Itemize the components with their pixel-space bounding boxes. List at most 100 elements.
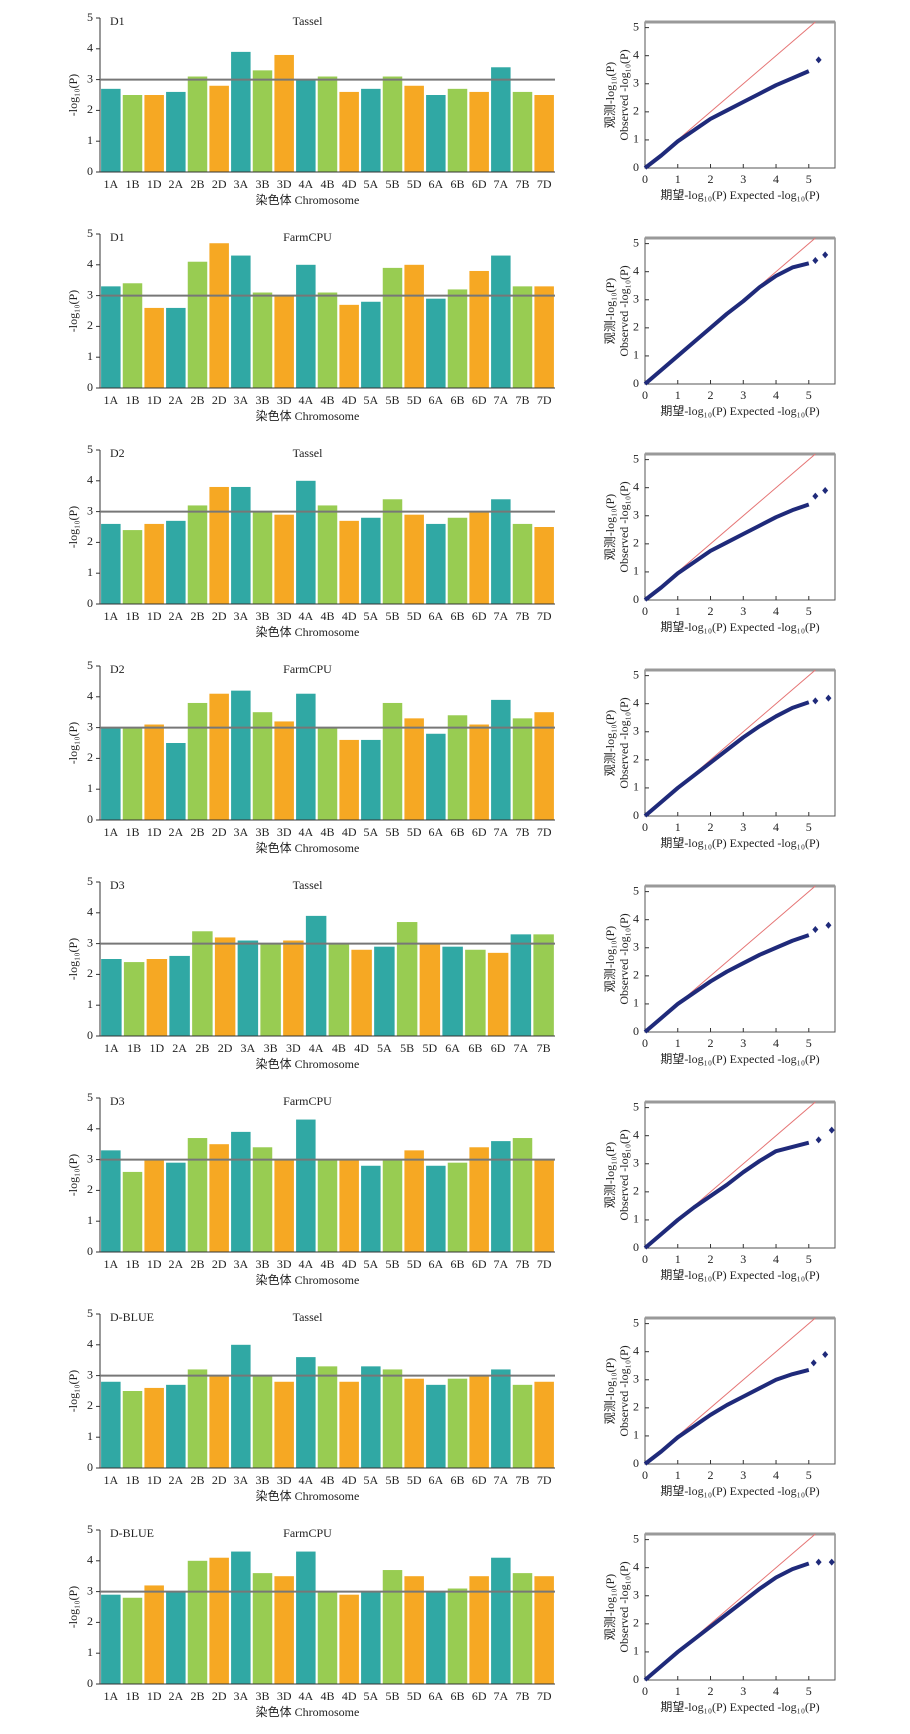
y-tick-label: 1 — [633, 132, 639, 146]
chromosome-peak — [101, 1150, 121, 1252]
x-tick-label: 7A — [493, 177, 508, 191]
chromosome-peak — [296, 1551, 316, 1684]
panel-title: D1 — [110, 14, 125, 28]
chromosome-peak — [534, 1576, 554, 1684]
chromosome-peak — [339, 91, 359, 172]
y-tick-label: 1 — [87, 1213, 93, 1227]
x-tick-label: 2B — [190, 1473, 204, 1487]
x-tick-label: 3 — [740, 388, 746, 402]
x-tick-label: 0 — [642, 1684, 648, 1698]
x-axis-title: 期望-log₁₀(P) Expected -log₁₀(P) — [660, 1268, 819, 1282]
x-tick-label: 5A — [363, 1473, 378, 1487]
x-tick-label: 2 — [708, 1684, 714, 1698]
chromosome-peak — [469, 270, 489, 388]
chromosome-peak — [144, 1585, 164, 1684]
x-tick-label: 3D — [277, 177, 292, 191]
chromosome-peak — [166, 307, 186, 388]
x-tick-label: 6D — [472, 177, 487, 191]
x-tick-label: 1D — [147, 1257, 162, 1271]
x-axis-title: 染色体 Chromosome — [256, 624, 360, 639]
chromosome-peak — [101, 959, 122, 1036]
y-axis-title: -log₁₀(P) — [66, 722, 80, 764]
x-tick-label: 3D — [277, 825, 292, 839]
chromosome-peak — [101, 286, 121, 388]
x-tick-label: 5A — [363, 1257, 378, 1271]
chromosome-peak — [274, 295, 294, 388]
chromosome-peak — [404, 514, 424, 604]
x-tick-label: 2D — [218, 1041, 233, 1055]
x-tick-label: 7D — [537, 1689, 552, 1703]
chromosome-peak — [426, 1591, 446, 1684]
qq-outlier — [812, 256, 819, 264]
x-tick-label: 3 — [740, 1252, 746, 1266]
x-tick-label: 1A — [103, 393, 118, 407]
y-tick-label: 5 — [633, 1531, 639, 1545]
x-tick-label: 5 — [806, 1684, 812, 1698]
chromosome-peak — [442, 946, 463, 1036]
chromosome-peak — [487, 952, 509, 1036]
chromosome-peak — [465, 949, 486, 1036]
chromosome-peak — [361, 1165, 381, 1252]
chromosome-peak — [283, 940, 304, 1036]
y-tick-label: 4 — [87, 1121, 93, 1135]
x-tick-label: 5B — [400, 1041, 414, 1055]
chromosome-peak — [361, 1591, 381, 1684]
x-tick-label: 5A — [363, 393, 378, 407]
y-tick-label: 3 — [87, 287, 93, 301]
x-tick-label: 7B — [515, 609, 529, 623]
chromosome-peak — [396, 922, 418, 1036]
x-axis-title: 染色体 Chromosome — [256, 1488, 360, 1503]
x-tick-label: 7A — [493, 1257, 508, 1271]
chromosome-peak — [122, 283, 143, 388]
x-tick-label: 3 — [740, 1684, 746, 1698]
chromosome-peak — [144, 1159, 164, 1252]
chromosome-peak — [187, 261, 208, 388]
chromosome-peak — [252, 292, 273, 388]
x-tick-label: 1D — [147, 825, 162, 839]
y-axis-title: Observed -log₁₀(P) — [617, 913, 631, 1004]
x-tick-label: 5 — [806, 1252, 812, 1266]
x-tick-label: 7D — [537, 393, 552, 407]
y-axis-title: 观测-log₁₀(P) — [603, 278, 617, 344]
y-tick-label: 4 — [633, 1559, 639, 1573]
x-tick-label: 6D — [472, 825, 487, 839]
y-tick-label: 3 — [87, 503, 93, 517]
x-tick-label: 4 — [773, 1252, 779, 1266]
chromosome-peak — [426, 298, 446, 388]
x-tick-label: 4B — [320, 393, 334, 407]
y-tick-label: 1 — [633, 780, 639, 794]
chromosome-peak — [192, 931, 213, 1036]
x-tick-label: 4B — [320, 825, 334, 839]
x-tick-label: 2A — [168, 1689, 183, 1703]
qq-outlier — [815, 56, 822, 64]
x-tick-label: 3D — [277, 1689, 292, 1703]
chromosome-peak — [231, 1344, 251, 1468]
x-tick-label: 2 — [708, 172, 714, 186]
y-axis-title: Observed -log₁₀(P) — [617, 1129, 631, 1220]
chromosome-peak — [469, 1147, 489, 1252]
y-axis-title: 观测-log₁₀(P) — [603, 710, 617, 776]
chromosome-peak — [426, 1165, 446, 1252]
chromosome-peak — [101, 88, 121, 172]
x-tick-label: 1 — [675, 604, 681, 618]
y-tick-label: 5 — [633, 1315, 639, 1329]
x-tick-label: 2A — [168, 393, 183, 407]
x-tick-label: 6A — [428, 177, 443, 191]
x-tick-label: 4D — [354, 1041, 369, 1055]
x-tick-label: 1A — [103, 609, 118, 623]
panel-subtitle: FarmCPU — [283, 1094, 332, 1108]
y-tick-label: 2 — [633, 752, 639, 766]
x-tick-label: 1B — [125, 393, 139, 407]
panel-subtitle: Tassel — [293, 1310, 323, 1324]
panel-title: D3 — [110, 1094, 125, 1108]
x-tick-label: 7D — [537, 825, 552, 839]
chromosome-peak — [317, 727, 338, 820]
chromosome-peak — [231, 486, 251, 604]
y-tick-label: 1 — [87, 1645, 93, 1659]
x-tick-label: 1A — [103, 1473, 118, 1487]
y-axis-title: -log₁₀(P) — [66, 74, 80, 116]
panel-subtitle: FarmCPU — [283, 1526, 332, 1540]
y-tick-label: 1 — [87, 349, 93, 363]
y-axis-title: -log₁₀(P) — [66, 290, 80, 332]
qq-outlier — [812, 926, 819, 934]
